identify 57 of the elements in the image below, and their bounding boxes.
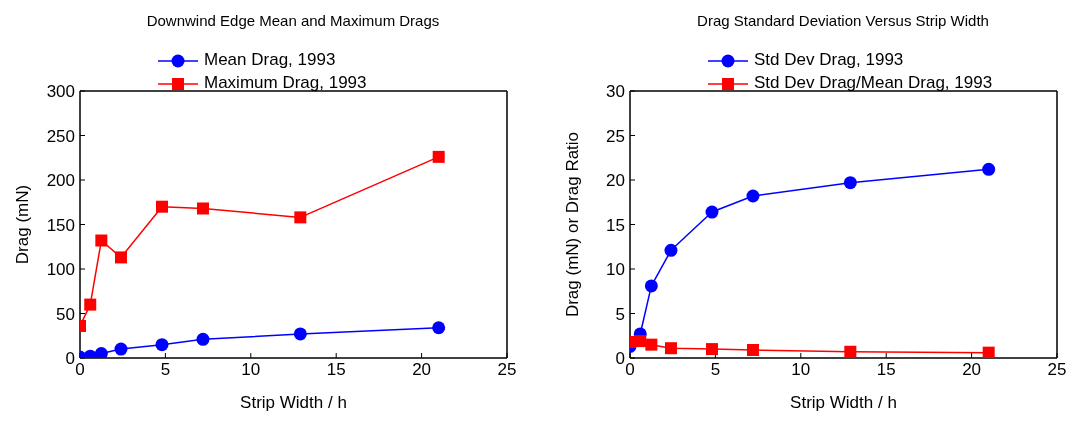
point [293, 327, 307, 341]
y-tick-label: 5 [615, 304, 625, 324]
point [843, 176, 857, 190]
point [155, 200, 168, 213]
x-tick-label: 15 [876, 360, 896, 380]
point [95, 234, 108, 247]
x-axis-title: Strip Width / h [240, 393, 347, 412]
x-tick-label: 10 [241, 360, 261, 380]
y-axis-title: Drag (mN) [13, 184, 33, 265]
point [982, 162, 996, 176]
x-tick-label: 5 [710, 360, 721, 380]
x-tick-label: 20 [412, 360, 432, 380]
point [84, 298, 97, 311]
point [746, 343, 759, 356]
y-tick-label: 30 [606, 82, 625, 102]
point [844, 345, 857, 358]
x-tick-label: 5 [160, 360, 171, 380]
legend-label: Std Dev Drag, 1993 [753, 49, 905, 71]
y-tick-label: 250 [46, 126, 75, 146]
y-tick-label: 100 [46, 260, 75, 280]
point [294, 211, 307, 224]
y-tick-label: 20 [606, 171, 625, 191]
y-axis-title: Drag (mN) or Drag Ratio [563, 131, 583, 318]
legend-label: Maximum Drag, 1993 [203, 72, 367, 94]
y-tick-label: 15 [606, 215, 625, 235]
y-tick-label: 200 [46, 171, 75, 191]
chart-title: Drag Standard Deviation Versus Strip Width [696, 12, 990, 29]
x-tick-label: 25 [497, 360, 517, 380]
legend-label: Std Dev Drag/Mean Drag, 1993 [753, 72, 993, 94]
point [94, 347, 108, 358]
y-tick-label: 10 [606, 260, 625, 280]
point [746, 189, 760, 203]
point [664, 342, 677, 355]
point [114, 251, 127, 264]
point [644, 279, 658, 293]
x-tick-label: 25 [1047, 360, 1067, 380]
x-axis-title: Strip Width / h [790, 393, 897, 412]
point [664, 243, 678, 257]
point [432, 321, 446, 335]
point [114, 342, 128, 356]
y-tick-label: 300 [46, 82, 75, 102]
x-tick-label: 15 [326, 360, 346, 380]
point [645, 338, 658, 351]
legend-label: Mean Drag, 1993 [203, 49, 337, 71]
point [432, 150, 445, 163]
point [982, 346, 995, 358]
y-tick-label: 25 [606, 126, 625, 146]
x-tick-label: 20 [962, 360, 982, 380]
point [705, 205, 719, 219]
chart-title: Downwind Edge Mean and Maximum Drags [145, 12, 441, 29]
point [196, 202, 209, 215]
point [196, 332, 210, 346]
point [155, 338, 169, 352]
point [705, 343, 718, 356]
x-tick-label: 10 [791, 360, 811, 380]
y-tick-label: 150 [46, 215, 75, 235]
y-tick-label: 50 [56, 304, 75, 324]
